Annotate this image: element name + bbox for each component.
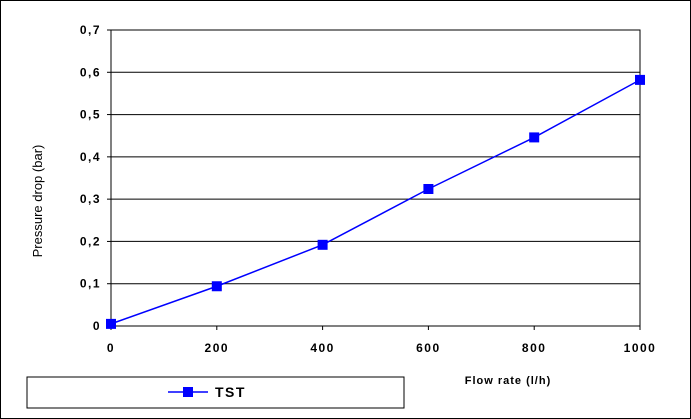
data-point	[529, 132, 540, 143]
y-tick-label: 0,2	[80, 234, 101, 248]
plot-area	[110, 29, 641, 327]
y-tick-labels: 0 0,1 0,2 0,3 0,4 0,5 0,6 0,7	[80, 23, 101, 333]
legend: TST	[26, 376, 405, 409]
x-tick-label: 0	[107, 341, 115, 355]
x-tick-label: 600	[416, 341, 441, 355]
y-tick-label: 0	[93, 319, 101, 333]
y-axis-label: Pressure drop (bar)	[30, 145, 45, 258]
y-tick-label: 0,1	[80, 277, 101, 291]
y-tick-label: 0,7	[80, 23, 101, 37]
x-tick-label: 800	[522, 341, 547, 355]
data-point	[211, 281, 222, 292]
x-tick-label: 200	[205, 341, 230, 355]
x-axis-label: Flow rate (l/h)	[465, 375, 552, 387]
x-tick-label: 400	[310, 341, 335, 355]
y-tick-label: 0,5	[80, 108, 101, 122]
y-tick-label: 0,6	[80, 65, 101, 79]
grid-lines	[107, 29, 641, 330]
data-point	[317, 239, 328, 250]
legend-marker	[183, 387, 193, 397]
x-tick-labels: 0 200 400 600 800 1000	[107, 341, 657, 355]
legend-label-tst: TST	[215, 384, 246, 400]
data-point	[106, 318, 116, 329]
legend-box	[26, 376, 405, 409]
data-point	[635, 74, 645, 85]
x-tick-label: 1000	[624, 341, 657, 355]
series-line	[110, 79, 641, 325]
series-layer	[106, 74, 645, 329]
y-tick-label: 0,4	[80, 150, 101, 164]
y-tick-label: 0,3	[80, 192, 101, 206]
data-point	[423, 183, 434, 194]
